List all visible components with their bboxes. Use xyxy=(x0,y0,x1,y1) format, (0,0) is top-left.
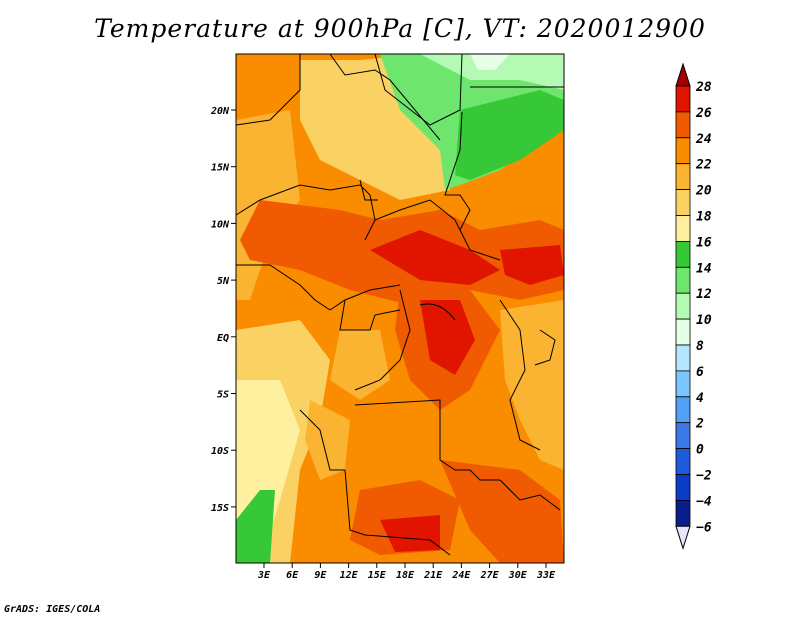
temperature-field xyxy=(236,54,564,563)
lat-label: 10S xyxy=(211,446,229,457)
colorbar-label: 8 xyxy=(696,339,704,354)
colorbar-swatch xyxy=(675,396,691,424)
grads-credit: GrADS: IGES/COLA xyxy=(4,604,101,615)
colorbar-label: 10 xyxy=(696,313,712,328)
colorbar-swatch xyxy=(675,292,691,320)
lon-label: 15E xyxy=(368,570,387,581)
colorbar-swatch xyxy=(675,499,691,527)
colorbar-label: 2 xyxy=(695,417,704,432)
map-frame xyxy=(235,53,565,564)
lat-label: 10N xyxy=(211,219,230,230)
colorbar-swatch xyxy=(675,344,691,372)
colorbar-swatch xyxy=(675,137,691,165)
lon-label: 9E xyxy=(314,570,327,581)
colorbar-label: −6 xyxy=(696,520,712,535)
colorbar-label: 4 xyxy=(696,391,704,406)
colorbar-swatch xyxy=(675,370,691,398)
map-axes: 20N 15N 10N 5N EQ 5S 10S 15S 3E 6E 9E 12E 15E 18E 21E 2… xyxy=(210,106,556,581)
colorbar-label: −4 xyxy=(696,494,712,509)
lon-label: 12E xyxy=(340,570,359,581)
colorbar-label: 6 xyxy=(696,365,704,380)
lon-label: 33E xyxy=(536,570,556,581)
lat-label: 20N xyxy=(210,106,230,117)
colorbar-label: 28 xyxy=(695,80,712,95)
lon-label: 21E xyxy=(423,570,443,581)
colorbar-swatch xyxy=(675,215,691,242)
map-title: Temperature at 900hPa [C], VT: 202001290… xyxy=(94,14,706,43)
country-borders xyxy=(235,53,564,556)
colorbar-label: 26 xyxy=(695,106,712,121)
lat-label: 5N xyxy=(217,276,230,287)
colorbar-swatch xyxy=(675,448,691,475)
lon-label: 18E xyxy=(396,570,415,581)
colorbar-label: −2 xyxy=(696,469,712,484)
lat-label: EQ xyxy=(217,333,229,344)
colorbar-label: 14 xyxy=(696,261,712,276)
colorbar-swatch xyxy=(675,266,691,294)
colorbar-swatch xyxy=(675,163,691,190)
lon-label: 3E xyxy=(257,570,271,581)
lat-label: 15N xyxy=(211,163,230,174)
colorbar-over-arrow xyxy=(675,62,691,87)
lon-label: 30E xyxy=(508,570,528,581)
colorbar-swatch xyxy=(675,189,691,216)
colorbar-label: 18 xyxy=(696,210,712,225)
colorbar-label: 12 xyxy=(696,287,712,302)
lon-label: 6E xyxy=(286,570,299,581)
colorbar-swatch xyxy=(675,85,691,113)
colorbar-under-arrow xyxy=(675,525,691,550)
colorbar-swatch xyxy=(675,318,691,346)
lon-label: 24E xyxy=(451,570,471,581)
lon-label: 27E xyxy=(480,570,500,581)
lat-label: 15S xyxy=(211,503,229,514)
colorbar-label: 20 xyxy=(695,184,712,199)
colorbar-swatch xyxy=(675,422,691,450)
lat-label: 5S xyxy=(217,390,229,401)
colorbar-swatch xyxy=(675,474,691,501)
colorbar-label: 16 xyxy=(696,235,712,250)
colorbar-label: 24 xyxy=(695,132,712,147)
colorbar-swatch xyxy=(675,111,691,139)
colorbar-label: 22 xyxy=(695,158,712,173)
colorbar-swatch xyxy=(675,240,691,268)
colorbar-label: 0 xyxy=(696,443,704,458)
